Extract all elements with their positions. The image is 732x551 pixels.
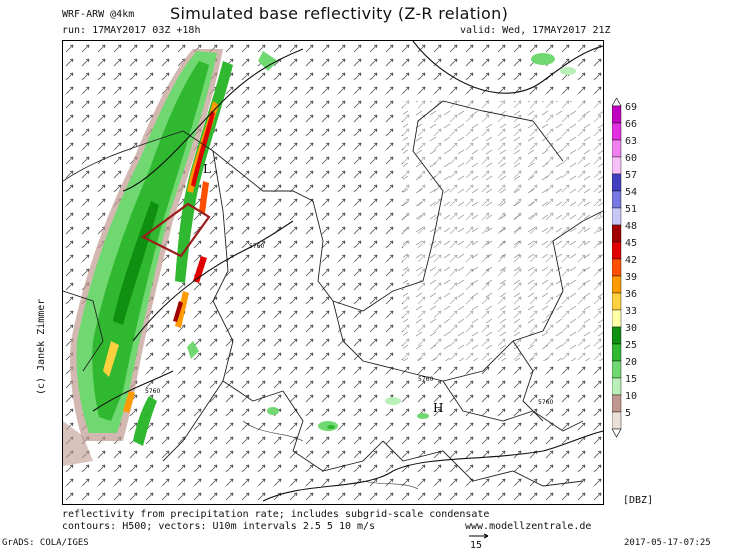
colorbar-tick-label: 36 (625, 289, 637, 300)
reference-arrow-icon (469, 533, 489, 539)
colorbar-tick-label: 20 (625, 357, 637, 368)
colorbar-tick-label: 33 (625, 306, 637, 317)
colorbar-tick-label: 5 (625, 408, 631, 419)
colorbar-swatch (611, 173, 622, 192)
h500-contours (92, 40, 604, 502)
colorbar-swatch (611, 207, 622, 226)
colorbar-swatch (611, 190, 622, 209)
contour-label: 5760 (418, 376, 433, 383)
colorbar-tick-label: 42 (625, 255, 637, 266)
colorbar-tick-label: 39 (625, 272, 637, 283)
colorbar-swatch (611, 258, 622, 277)
colorbar-top-triangle (611, 97, 622, 107)
colorbar-swatch (611, 343, 622, 362)
colorbar-unit: [DBZ] (623, 495, 654, 506)
colorbar-tick-label: 10 (625, 391, 637, 402)
contour-label: 5760 (538, 399, 553, 406)
colorbar-tick-label: 57 (625, 170, 637, 181)
colorbar-tick-label: 45 (625, 238, 637, 249)
colorbar-bottom-triangle (611, 428, 622, 438)
grads-label: GrADS: COLA/IGES (2, 538, 89, 548)
colorbar-tick-label: 48 (625, 221, 637, 232)
colorbar-tick-label: 51 (625, 204, 637, 215)
colorbar-tick-label: 60 (625, 153, 637, 164)
colorbar-tick-label: 63 (625, 136, 637, 147)
precip-band-west (63, 49, 224, 466)
scattered-cells-east (267, 53, 576, 431)
highlight-polygon (140, 202, 211, 258)
contour-label: 5760 (249, 243, 264, 250)
colorbar-swatch (611, 377, 622, 396)
colorbar-swatch (611, 139, 622, 158)
website-label: www.modellzentrale.de (465, 521, 592, 532)
country-borders (62, 100, 604, 487)
colorbar-swatch (611, 360, 622, 379)
colorbar-swatch (611, 411, 622, 430)
colorbar-swatch (611, 241, 622, 260)
colorbar-swatch (611, 122, 622, 141)
author-credit: (c) Janek Zimmer (36, 298, 47, 395)
colorbar-swatch (611, 326, 622, 345)
footnote-reflectivity: reflectivity from precipitation rate; in… (62, 509, 490, 520)
colorbar-tick-label: 54 (625, 187, 637, 198)
colorbar-swatch (611, 105, 622, 124)
high-pressure-label: H (433, 401, 443, 415)
reference-vector: 15 (469, 533, 489, 551)
colorbar-swatch (611, 275, 622, 294)
model-label: WRF-ARW @4km (62, 9, 135, 20)
colorbar-tick-label: 66 (625, 119, 637, 130)
colorbar-tick-label: 15 (625, 374, 637, 385)
colorbar-swatch (611, 394, 622, 413)
rivers (242, 420, 419, 490)
colorbar-swatch (611, 224, 622, 243)
reflectivity-map: L H 5760 5760 5760 5760 (62, 40, 604, 505)
timestamp-label: 2017-05-17-07:25 (624, 538, 711, 548)
colorbar-tick-label: 25 (625, 340, 637, 351)
reflectivity-colorbar: 69 66 63 60 57 54 51 48 45 42 39 36 33 30 25 20 15 10 5 (611, 97, 652, 442)
chart-title: Simulated base reflectivity (Z-R relatio… (170, 4, 509, 23)
colorbar-tick-label: 30 (625, 323, 637, 334)
colorbar-tick-label: 69 (625, 102, 637, 113)
contour-label: 5760 (145, 388, 160, 395)
run-time-label: run: 17MAY2017 03Z +18h (62, 25, 201, 36)
low-pressure-label: L (203, 162, 211, 176)
map-canvas: L H 5760 5760 5760 5760 (62, 40, 604, 504)
colorbar-swatch (611, 156, 622, 175)
valid-time-label: valid: Wed, 17MAY2017 21Z (460, 25, 611, 36)
reference-vector-value: 15 (470, 540, 483, 551)
colorbar-swatch (611, 309, 622, 328)
colorbar-swatch (611, 292, 622, 311)
footnote-contours: contours: H500; vectors: U10m intervals … (62, 521, 376, 532)
colorbar-canvas: 69 66 63 60 57 54 51 48 45 42 39 36 33 30 25 20 15 10 5 (611, 97, 637, 438)
convective-line (173, 51, 278, 359)
